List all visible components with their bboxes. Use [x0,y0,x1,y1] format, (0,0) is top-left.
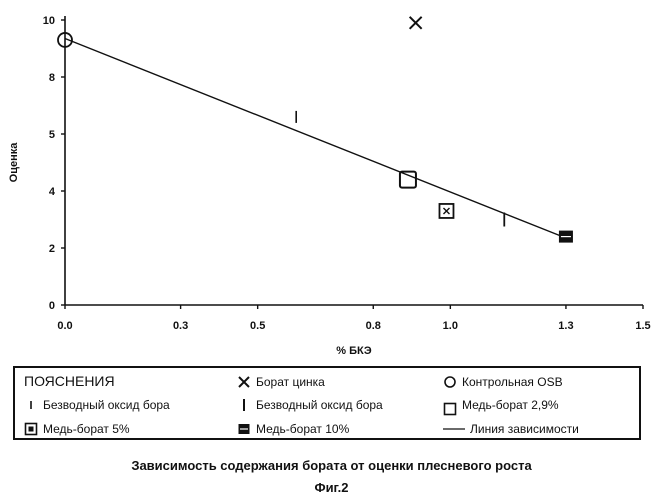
filled-square-marker-icon [237,422,251,436]
point-copper-borate-10 [559,231,573,243]
legend-title: ПОЯСНЕНИЯ [24,374,115,388]
legend-item-label: Медь-борат 5% [43,422,130,436]
legend-item-boron-oxide: Безводный оксид бора [237,398,383,412]
x-tick-label: 1.0 [443,320,458,332]
square-marker-icon [443,402,457,416]
y-tick-label: 4 [49,186,56,198]
legend-item-label: Безводный оксид бора [256,398,383,412]
legend-item-label: Медь-борат 10% [256,422,349,436]
x-tick-label: 1.3 [558,320,573,332]
x-tick-label: 0.3 [173,320,188,332]
legend-item-control-osb: Контрольная OSB [443,375,563,389]
point-copper-borate-2-9 [400,172,416,188]
chart-caption: Зависимость содержания бората от оценки … [0,458,663,473]
legend-title-text: ПОЯСНЕНИЯ [24,374,115,388]
x-tick-label: 0.8 [366,320,381,332]
x-tick-label: 0.0 [57,320,72,332]
x-tick-label: 0.5 [250,320,265,332]
circle-marker-icon [443,375,457,389]
y-tick-label: 2 [49,243,55,255]
legend-item-label: Безводный оксид бора [43,398,170,412]
hatched-square-marker-icon [24,422,38,436]
x-tick-label: 1.5 [635,320,650,332]
legend-item-trend-line: Линия зависимости [443,422,579,436]
legend-item-label: Медь-борат 2,9% [462,398,559,412]
small-bar-marker-icon [24,398,38,412]
figure-label: Фиг.2 [0,480,663,495]
chart: 0 2 4 5 8 10 0.0 0.3 0.5 0.8 1.0 1.3 1.5 % БКЭ Оценка [0,0,663,365]
trend-line [65,39,566,239]
legend-item-copper-borate-5: Медь-борат 5% [24,422,130,436]
y-tick-label: 8 [49,72,55,84]
legend-item-zinc-borate: Борат цинка [237,375,325,389]
y-tick-label: 5 [49,129,55,141]
y-axis-title: Оценка [8,142,20,183]
legend: ПОЯСНЕНИЯ Борат цинка Контрольная OSB Бе… [13,366,641,440]
legend-item-label: Борат цинка [256,375,325,389]
point-copper-borate-5-hatch [443,208,449,214]
legend-item-copper-borate-2-9: Медь-борат 2,9% [443,394,559,416]
x-marker-icon [237,375,251,389]
bar-marker-icon [237,398,251,412]
point-zinc-borate [410,17,422,29]
legend-item-boron-oxide-small: Безводный оксид бора [24,398,170,412]
y-tick-label: 0 [49,300,55,312]
legend-item-label: Контрольная OSB [462,375,563,389]
point-copper-borate-5 [439,204,453,218]
line-marker-icon [443,422,465,436]
x-axis-title: % БКЭ [336,345,372,357]
y-tick-label: 10 [43,15,55,27]
legend-item-copper-borate-10: Медь-борат 10% [237,422,349,436]
legend-item-label: Линия зависимости [470,422,579,436]
